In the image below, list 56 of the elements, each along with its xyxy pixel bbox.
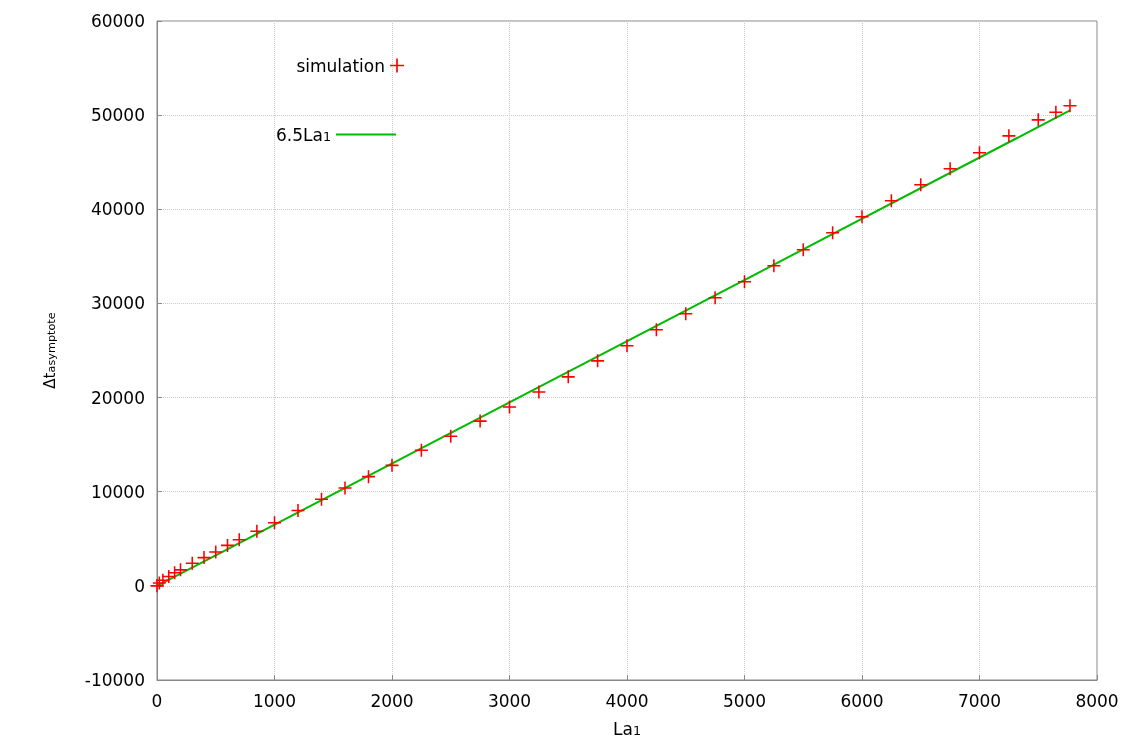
point [708,291,722,305]
x-tick-label: 4000 [605,690,649,711]
point [532,385,546,399]
x-tick-label: 5000 [722,690,767,711]
point [1002,129,1016,143]
legend-label: simulation [296,55,386,76]
point [561,370,575,384]
point [250,524,264,538]
y-tick-label: 60000 [90,11,145,31]
point [914,178,928,192]
point [826,226,840,240]
point [796,243,810,257]
point [473,414,487,428]
point [503,400,516,414]
y-tick-label: 10000 [90,481,145,502]
y-tick-label: 50000 [90,105,145,126]
y-axis-title: Δtasymptote [40,312,59,389]
point [620,339,634,353]
point [884,194,898,208]
x-tick-label: 6000 [840,690,884,711]
point [291,504,305,518]
point [185,556,199,570]
point [156,573,170,587]
point [1031,113,1045,127]
point [738,275,751,289]
point [1049,105,1063,119]
y-tick-label: 0 [134,575,145,596]
point [268,516,281,530]
x-tick-label: 1000 [252,690,297,711]
point [679,307,693,321]
point [943,162,957,176]
x-axis-title: La1 [613,718,642,739]
x-tick-label: 7000 [957,690,1002,711]
point [973,146,986,160]
x-tick-label: 0 [151,690,163,711]
point [174,563,187,577]
y-tick-label: 40000 [90,199,145,220]
point [591,354,605,368]
point [315,492,328,506]
y-tick-label: 30000 [90,293,145,314]
y-tick-label: 20000 [90,387,145,408]
legend-label: 6.5La1 [275,124,332,145]
point [444,429,458,443]
x-tick-label: 2000 [370,690,414,711]
point [855,210,869,224]
x-tick-label: 8000 [1075,690,1119,711]
x-tick-label: 3000 [487,690,532,711]
point [385,458,399,472]
point [209,545,223,559]
y-tick-label: -10000 [84,670,145,690]
point [649,323,663,337]
point [767,259,781,273]
point [232,533,246,547]
point [1063,99,1077,113]
point [338,481,352,495]
point [197,551,211,565]
